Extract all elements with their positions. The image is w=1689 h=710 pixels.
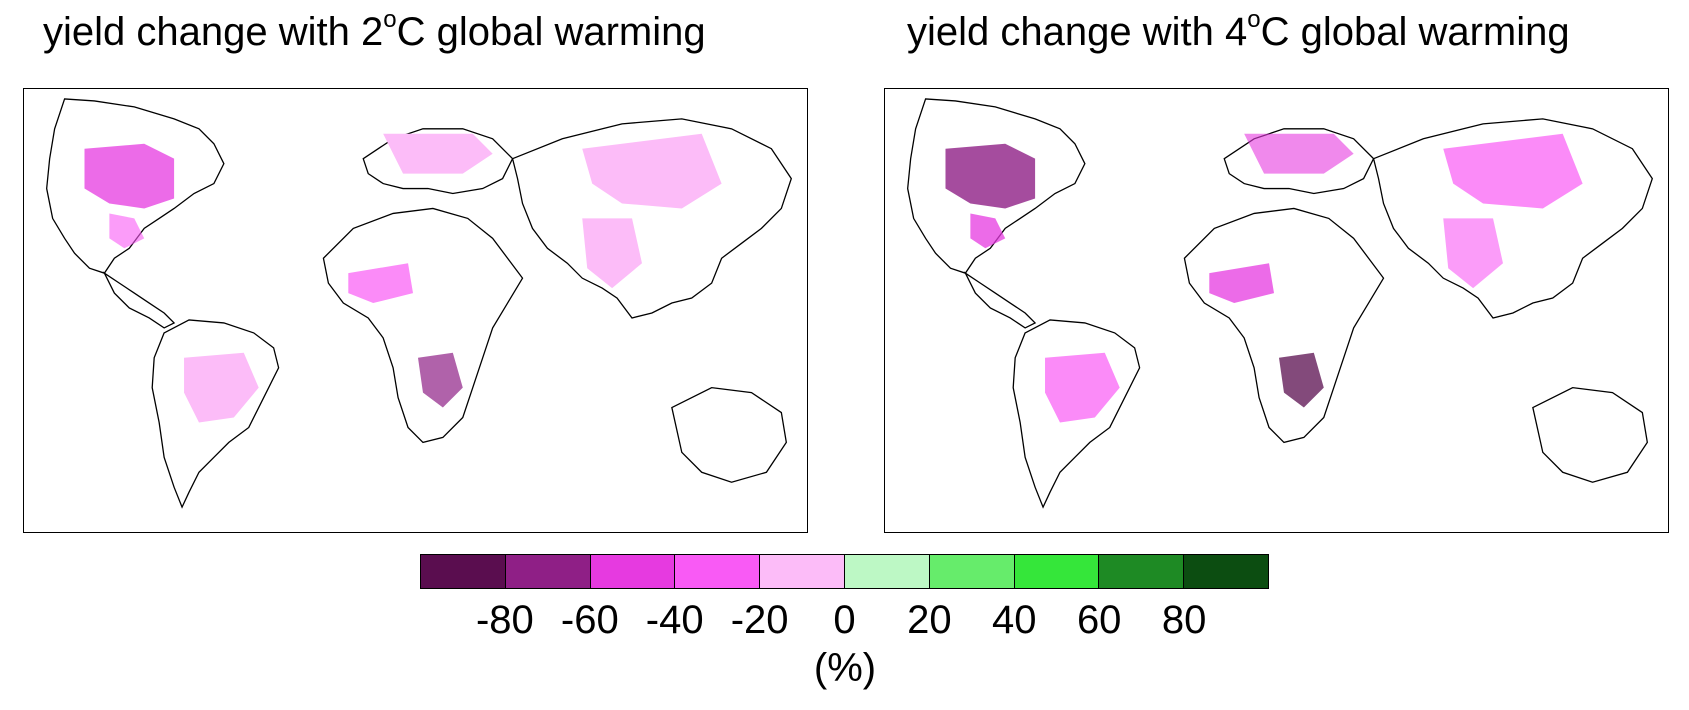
colorbar-swatch bbox=[844, 555, 930, 588]
colorbar-tick-label: 80 bbox=[1161, 598, 1207, 642]
map-2c-svg bbox=[46, 98, 793, 509]
map-2c-warming bbox=[23, 88, 808, 533]
colorbar-swatch bbox=[675, 555, 761, 588]
map-4c-svg bbox=[907, 98, 1654, 509]
title-2c-degree: o bbox=[383, 6, 397, 33]
colorbar-swatch bbox=[421, 555, 506, 588]
colorbar-tick-label: 20 bbox=[907, 598, 952, 642]
colorbar-swatch bbox=[1184, 555, 1268, 588]
title-2c-warming: yield change with 2oC global warming bbox=[43, 8, 706, 55]
colorbar-tick-label: 0 bbox=[833, 598, 856, 642]
colorbar-tick-label: -80 bbox=[475, 598, 534, 642]
colorbar-tick-label: -20 bbox=[730, 598, 789, 642]
title-2c-text-end: C global warming bbox=[396, 10, 706, 54]
title-4c-degree: o bbox=[1247, 6, 1261, 33]
colorbar-tick-label: -40 bbox=[645, 598, 704, 642]
map-4c-warming bbox=[884, 88, 1669, 533]
coastlines bbox=[46, 98, 793, 509]
title-4c-warming: yield change with 4oC global warming bbox=[907, 8, 1570, 55]
colorbar-swatch bbox=[760, 555, 845, 588]
colorbar bbox=[420, 554, 1269, 589]
colorbar-tick-label: 40 bbox=[992, 598, 1037, 642]
title-4c-text: yield change with 4 bbox=[907, 10, 1248, 54]
colorbar-tick-label: -60 bbox=[560, 598, 619, 642]
colorbar-swatch bbox=[1014, 555, 1100, 588]
coastlines bbox=[907, 98, 1654, 509]
yield-change-shading bbox=[84, 133, 722, 423]
colorbar-swatch bbox=[505, 555, 591, 588]
colorbar-swatch bbox=[590, 555, 676, 588]
title-2c-text: yield change with 2 bbox=[43, 10, 384, 54]
yield-change-shading bbox=[945, 133, 1583, 423]
colorbar-unit: (%) bbox=[813, 646, 877, 690]
colorbar-swatch bbox=[929, 555, 1015, 588]
colorbar-swatch bbox=[1099, 555, 1185, 588]
colorbar-tick-label: 60 bbox=[1076, 598, 1122, 642]
title-4c-text-end: C global warming bbox=[1260, 10, 1570, 54]
